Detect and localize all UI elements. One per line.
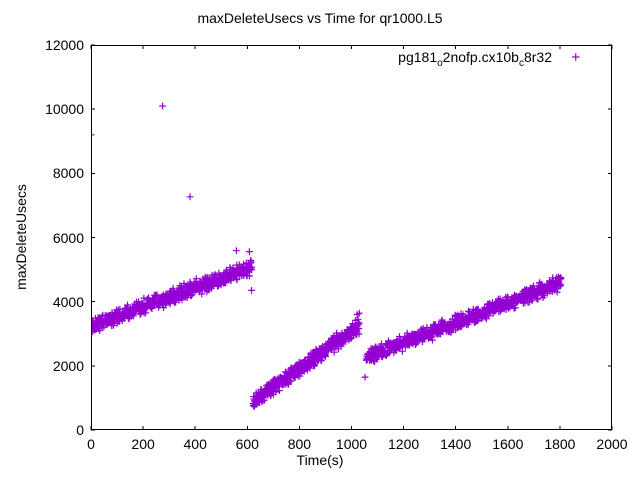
- x-tick-label: 400: [183, 436, 207, 452]
- x-tick-label: 600: [235, 436, 259, 452]
- chart-title: maxDeleteUsecs vs Time for qr1000.L5: [197, 10, 443, 26]
- y-tick-label: 8000: [52, 165, 84, 182]
- x-tick-label: 1400: [440, 436, 472, 452]
- legend: pg181o2nofp.cx10bc8r32: [398, 47, 586, 68]
- legend-label-subscript: c: [518, 57, 524, 69]
- y-tick-label: 6000: [52, 229, 84, 246]
- x-tick-label: 200: [131, 436, 155, 452]
- y-tick-label: 4000: [52, 293, 84, 310]
- x-axis-label: Time(s): [296, 452, 344, 468]
- legend-label-subscript: o: [437, 57, 443, 69]
- x-tick-label: 0: [87, 436, 95, 452]
- x-tick-label: 2000: [596, 436, 628, 452]
- legend-label-part: 8r32: [523, 49, 552, 65]
- x-tick-label: 1800: [544, 436, 576, 452]
- x-tick-label: 800: [287, 436, 312, 452]
- legend-series-label: pg181o2nofp.cx10bc8r32: [398, 49, 552, 68]
- axis-ticks: [90, 44, 613, 431]
- y-tick-label: 10000: [45, 101, 84, 118]
- plus-marker-icon: [572, 53, 580, 61]
- plot-frame: [91, 45, 612, 430]
- scatter-points: [91, 102, 565, 410]
- y-tick-label: 2000: [52, 357, 84, 374]
- x-tick-label: 1000: [335, 436, 368, 452]
- y-tick-label: 12000: [45, 37, 84, 53]
- legend-label-part: pg181: [398, 49, 438, 65]
- y-tick-label: 0: [76, 422, 84, 438]
- x-tick-label: 1600: [492, 436, 524, 452]
- x-tick-label: 1200: [388, 436, 420, 452]
- legend-label-part: 2nofp.cx10b: [442, 49, 519, 65]
